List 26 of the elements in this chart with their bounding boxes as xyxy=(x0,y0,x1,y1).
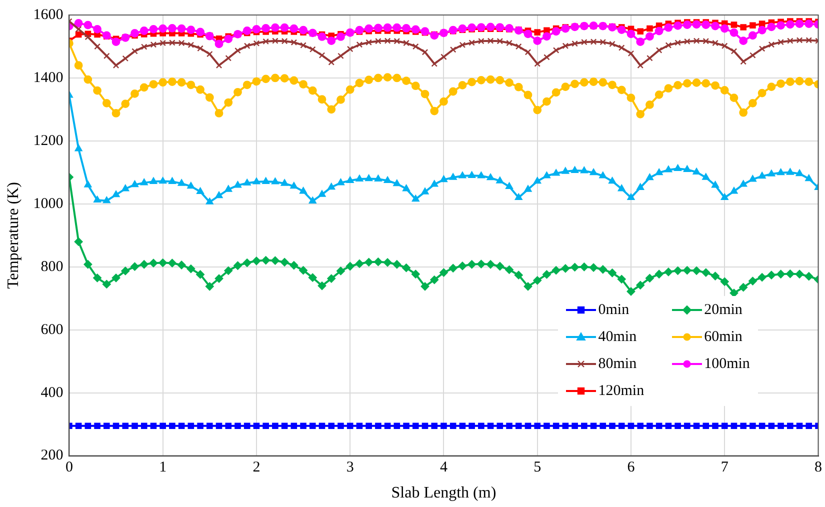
y-tick-label: 1600 xyxy=(33,6,64,23)
y-tick-label: 400 xyxy=(40,384,64,401)
y-axis-title: Temperature (K) xyxy=(4,182,22,289)
legend-label: 100min xyxy=(704,356,750,373)
y-tick-label: 200 xyxy=(40,448,64,464)
x-tick-label: 0 xyxy=(65,460,73,476)
y-tick-label: 800 xyxy=(40,258,64,275)
x-tick-label: 6 xyxy=(627,460,636,476)
x-axis-title: Slab Length (m) xyxy=(391,484,496,502)
legend-label: 0min xyxy=(598,302,630,319)
legend-label: 120min xyxy=(598,382,644,400)
legend-label: 60min xyxy=(704,328,742,346)
x-tick-label: 2 xyxy=(252,460,260,476)
legend-label: 80min xyxy=(598,356,637,373)
x-tick-label: 4 xyxy=(440,460,448,476)
y-tick-label: 1400 xyxy=(33,70,64,86)
x-tick-label: 5 xyxy=(534,460,542,476)
x-tick-label: 7 xyxy=(720,460,729,476)
x-tick-label: 1 xyxy=(159,460,167,476)
legend-label: 20min xyxy=(704,302,742,319)
y-tick-label: 1000 xyxy=(33,196,64,212)
legend-label: 40min xyxy=(598,328,637,346)
x-tick-label: 8 xyxy=(814,460,822,476)
y-tick-label: 600 xyxy=(40,322,64,338)
y-tick-label: 1200 xyxy=(33,132,64,149)
x-tick-label: 3 xyxy=(346,460,354,476)
